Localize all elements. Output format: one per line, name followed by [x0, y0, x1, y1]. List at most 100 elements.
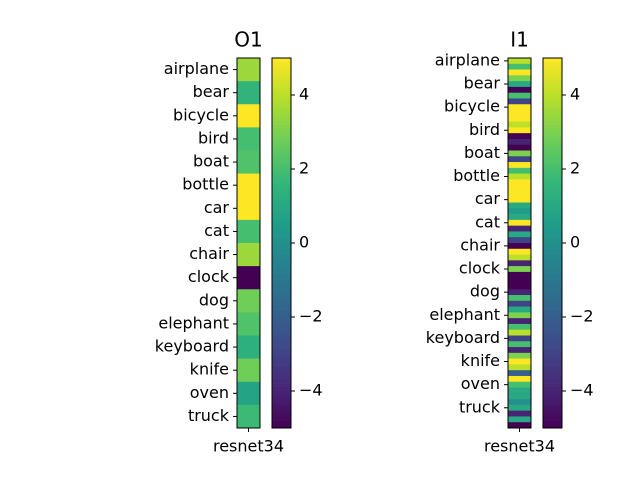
colorbar-step [543, 235, 562, 240]
heatmap-cell [508, 173, 531, 180]
y-tick-label: bear [193, 82, 230, 101]
colorbar-step [543, 198, 562, 203]
colorbar-step [543, 398, 562, 403]
colorbar-step [272, 102, 291, 107]
y-tick-label: clock [459, 259, 501, 278]
colorbar-step [272, 354, 291, 358]
colorbar-step [272, 69, 291, 74]
colorbar-step [543, 139, 562, 144]
colorbar-step [543, 365, 562, 370]
heatmap-cell [237, 196, 260, 221]
y-tick-label: truck [459, 397, 501, 416]
colorbar-step [543, 91, 562, 96]
heatmap-cell [237, 104, 260, 128]
y-tick-label: airplane [435, 50, 500, 69]
heatmap-cell [508, 306, 531, 313]
colorbar-step [272, 391, 291, 395]
colorbar-step [272, 280, 291, 284]
colorbar-step [272, 268, 291, 273]
colorbar-step [543, 283, 562, 288]
heatmap-cell [237, 404, 260, 429]
heatmap-cell [508, 121, 531, 128]
y-tick-label: chair [460, 235, 500, 254]
colorbar-step [543, 61, 562, 66]
colorbar-step [272, 317, 291, 321]
heatmap-cell [508, 214, 531, 221]
heatmap-cell [508, 75, 531, 82]
heatmap-cell [237, 173, 260, 198]
colorbar-tick-label: 4 [570, 85, 580, 104]
colorbar-step [543, 402, 562, 407]
y-tick-label: bird [469, 120, 500, 139]
colorbar-step [272, 83, 291, 88]
colorbar-step [543, 243, 562, 247]
colorbar-step [272, 120, 291, 125]
heatmap-cell [508, 254, 531, 261]
colorbar-step [272, 402, 291, 407]
heatmap-cell [508, 416, 531, 423]
colorbar-step [543, 342, 562, 347]
y-tick-label: bicycle [173, 105, 229, 124]
heatmap-cell [508, 381, 531, 388]
heatmap-cell [508, 196, 531, 203]
colorbar-step [272, 91, 291, 96]
colorbar-step [543, 305, 562, 310]
colorbar-step [543, 95, 562, 99]
heatmap-cell [237, 219, 260, 244]
colorbar-step [543, 413, 562, 418]
colorbar-step [272, 217, 291, 222]
heatmap-cell [508, 58, 531, 65]
colorbar-step [543, 405, 562, 410]
colorbar-step [272, 283, 291, 288]
colorbar-step [543, 387, 562, 392]
heatmap-cell [508, 364, 531, 371]
colorbar-step [272, 276, 291, 281]
colorbar-step [272, 231, 291, 236]
y-tick-label: keyboard [155, 337, 229, 356]
colorbar-step [543, 261, 562, 266]
colorbar-step [543, 176, 562, 181]
chart-title: O1 [234, 28, 262, 52]
colorbar-step [272, 350, 291, 355]
colorbar-step [272, 320, 291, 325]
colorbar-step [272, 398, 291, 403]
colorbar-step [272, 206, 291, 210]
heatmap-cell [508, 63, 531, 70]
colorbar-step [272, 368, 291, 373]
heatmap-cell [508, 156, 531, 163]
colorbar-step [543, 191, 562, 196]
colorbar-step [543, 376, 562, 381]
heatmap-cell [508, 179, 531, 186]
heatmap-cell [237, 127, 260, 151]
heatmap-cell [237, 150, 260, 174]
heatmap-cell [508, 399, 531, 406]
colorbar-step [543, 194, 562, 199]
colorbar-tick-label: 0 [299, 233, 309, 252]
colorbar-step [543, 354, 562, 358]
heatmap-cell [508, 387, 531, 394]
heatmap-cell [508, 248, 531, 255]
colorbar-step [543, 58, 562, 62]
colorbar-step [272, 342, 291, 347]
colorbar-tick-label: 0 [570, 233, 580, 252]
colorbar-step [543, 106, 562, 111]
colorbar-tick-label: −4 [299, 381, 323, 400]
colorbar-tick-label: 2 [299, 159, 309, 178]
y-tick-label: dog [199, 290, 229, 309]
heatmap-cell [508, 277, 531, 284]
colorbar-step [543, 202, 562, 207]
colorbar-step [272, 176, 291, 181]
colorbar-step [272, 291, 291, 296]
heatmap-cell [508, 104, 531, 111]
colorbar-step [543, 361, 562, 366]
heatmap-cell [508, 300, 531, 307]
colorbar-step [543, 72, 562, 77]
heatmap-cell [508, 225, 531, 232]
colorbar-step [272, 109, 291, 114]
colorbar-tick-label: −2 [299, 307, 323, 326]
colorbar-step [543, 357, 562, 362]
colorbar-step [272, 376, 291, 381]
colorbar-step [272, 424, 291, 429]
colorbar-step [543, 294, 562, 299]
colorbar-step [543, 76, 562, 81]
